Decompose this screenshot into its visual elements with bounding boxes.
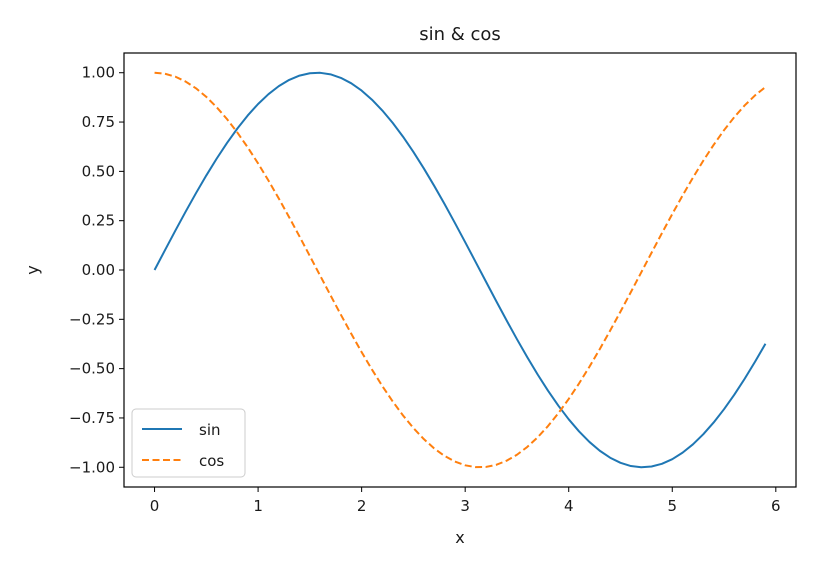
series-line-sin bbox=[153, 71, 767, 469]
x-tick-label: 3 bbox=[460, 497, 470, 515]
y-tick-label: −0.25 bbox=[69, 310, 115, 328]
x-tick-label: 0 bbox=[150, 497, 160, 515]
series-line-cos bbox=[154, 71, 767, 469]
y-tick-label: 1.00 bbox=[82, 64, 115, 82]
y-axis-label: y bbox=[23, 265, 42, 274]
y-tick-label: 0.50 bbox=[82, 162, 115, 180]
x-tick-label: 2 bbox=[357, 497, 367, 515]
legend-label-cos: cos bbox=[199, 452, 224, 470]
x-tick-label: 1 bbox=[253, 497, 263, 515]
y-tick-label: −0.75 bbox=[69, 409, 115, 427]
x-axis-label: x bbox=[455, 528, 464, 547]
y-axis-ticks: 1.00 0.75 0.50 0.25 0.00 −0.25 −0.50 −0.75 −1.00 bbox=[69, 64, 124, 476]
legend: sin cos bbox=[131, 408, 246, 478]
x-tick-label: 6 bbox=[771, 497, 781, 515]
x-tick-label: 4 bbox=[564, 497, 574, 515]
legend-box bbox=[131, 408, 246, 478]
x-axis-ticks: 0 1 2 3 4 5 6 bbox=[150, 487, 781, 515]
chart-title: sin & cos bbox=[419, 24, 501, 45]
y-tick-label: 0.00 bbox=[82, 261, 115, 279]
legend-label-sin: sin bbox=[199, 421, 221, 439]
y-tick-label: −1.00 bbox=[69, 458, 115, 476]
y-tick-label: 0.25 bbox=[82, 212, 115, 230]
x-tick-label: 5 bbox=[667, 497, 677, 515]
y-tick-label: −0.50 bbox=[69, 360, 115, 378]
plot-layer bbox=[153, 71, 767, 469]
y-tick-label: 0.75 bbox=[82, 113, 115, 131]
